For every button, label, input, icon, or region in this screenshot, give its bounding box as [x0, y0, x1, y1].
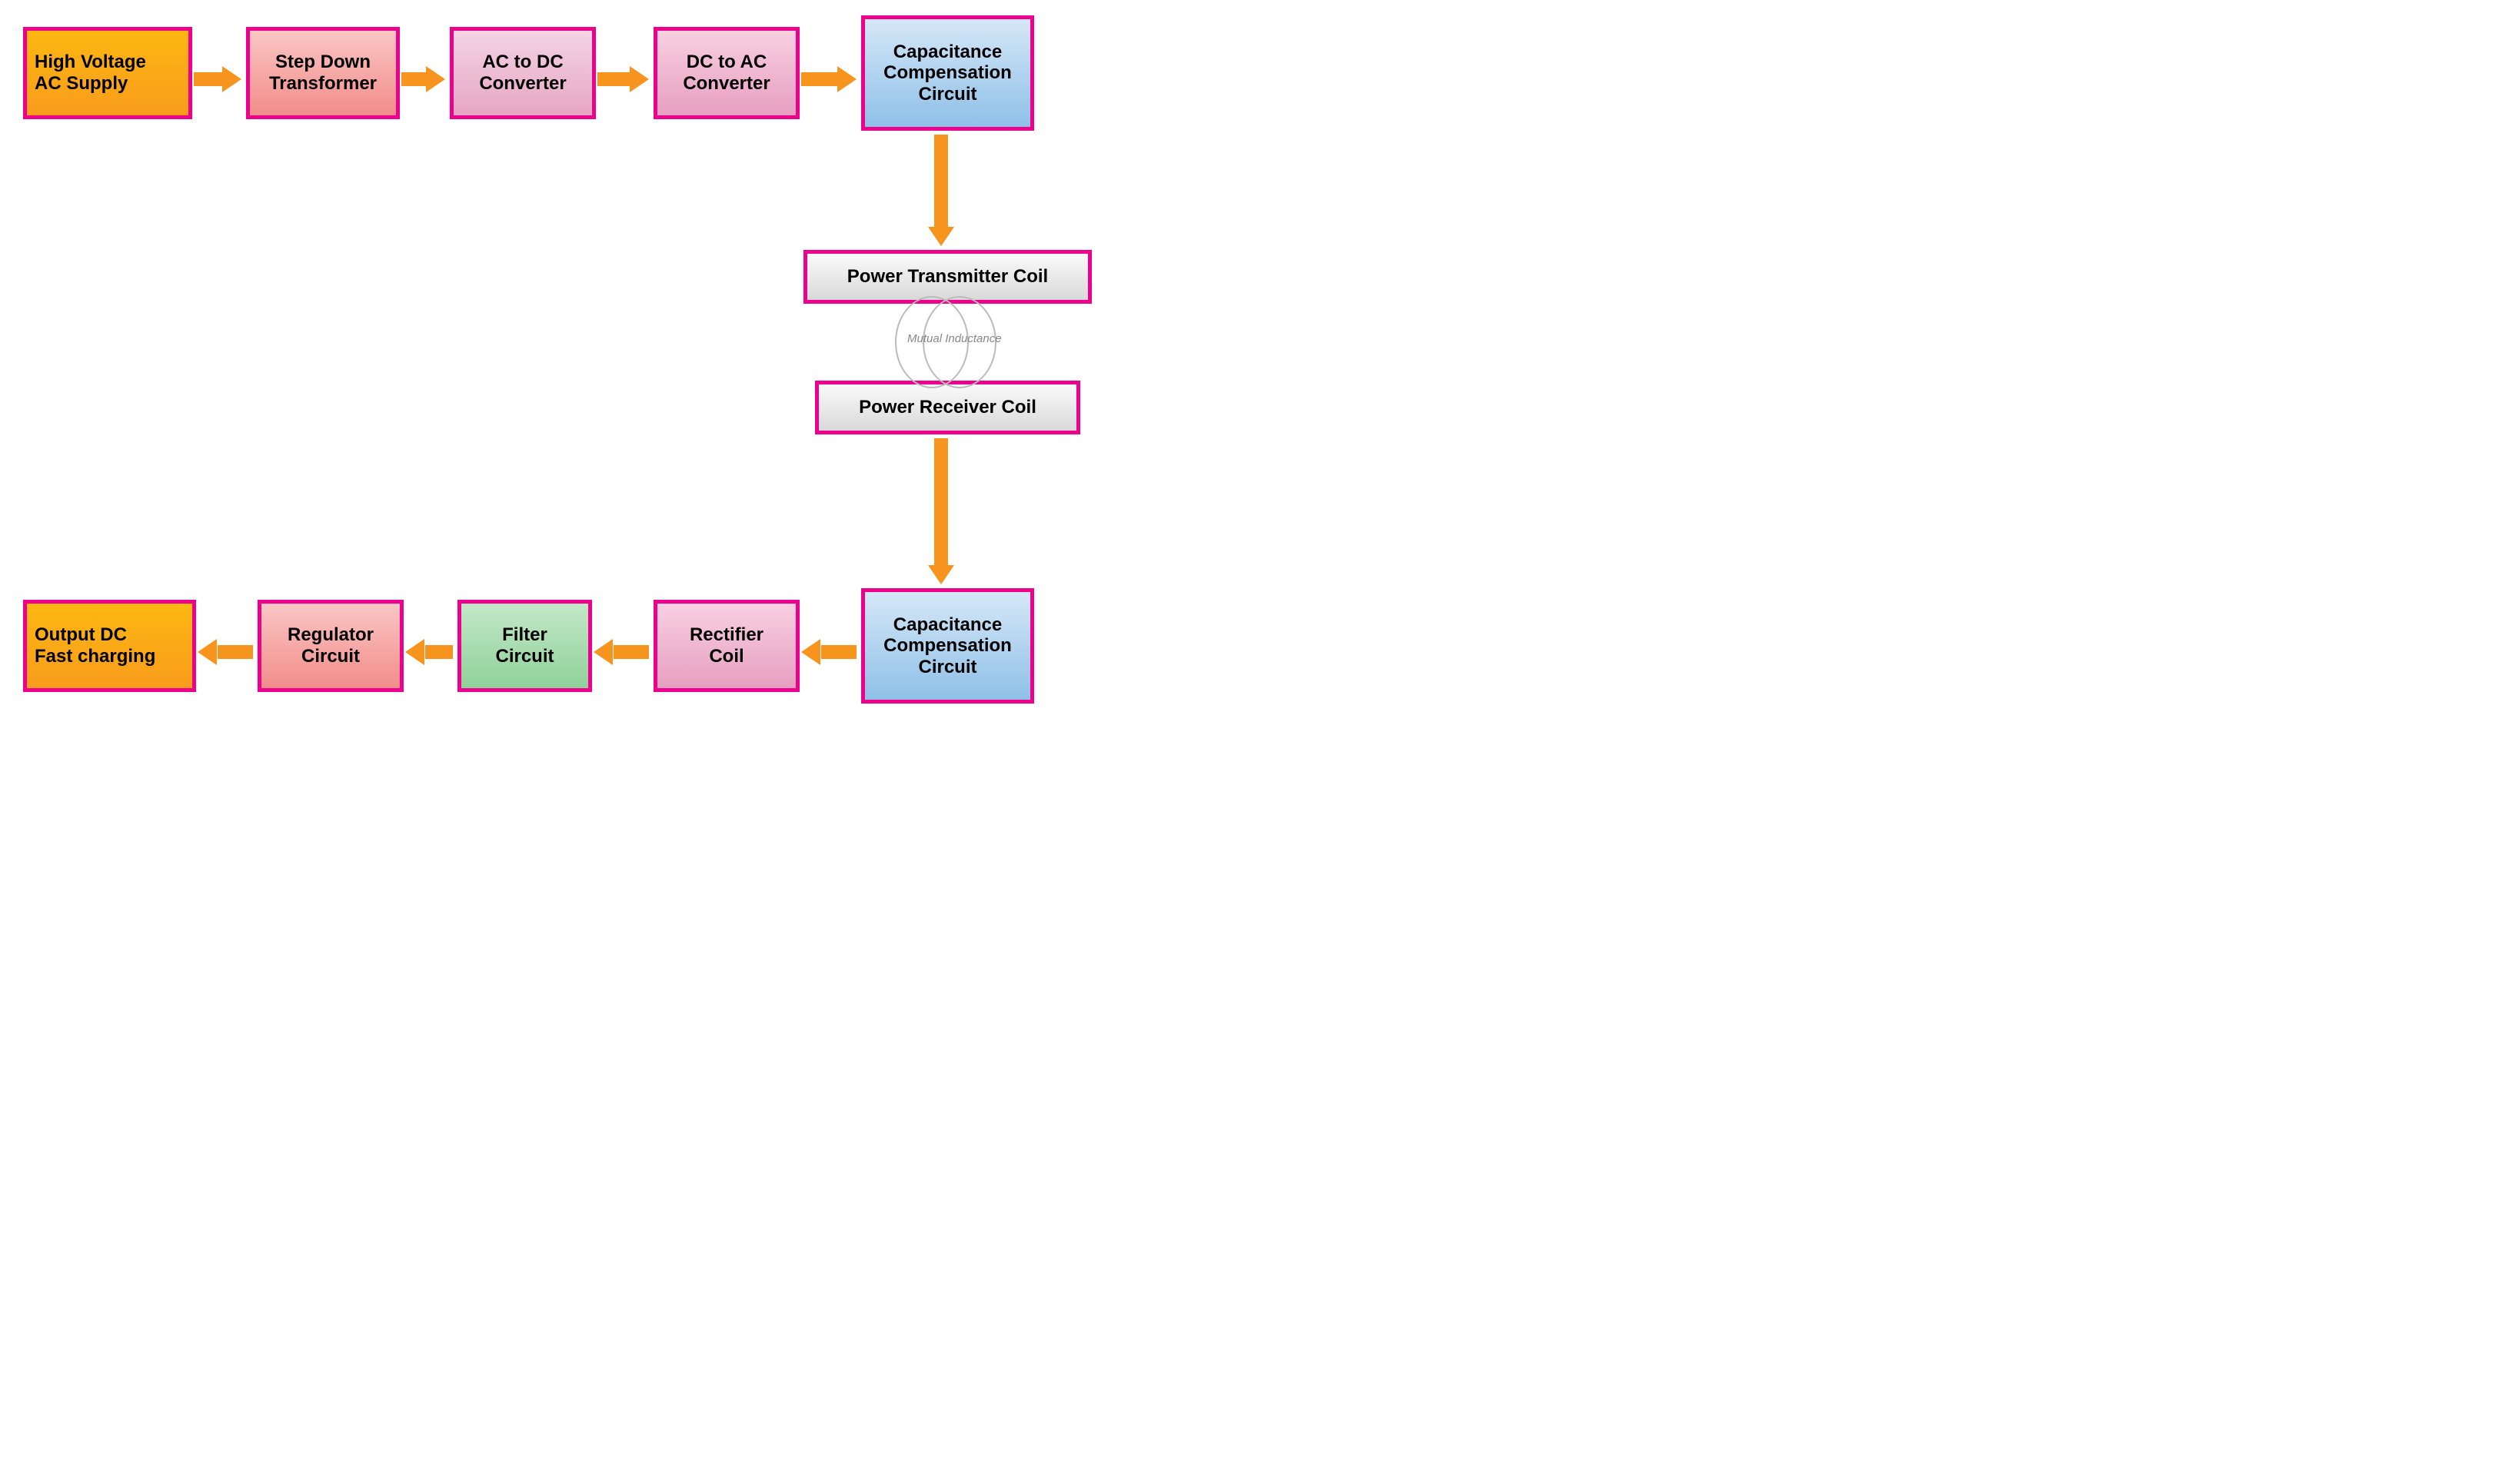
node-label: RegulatorCircuit [288, 624, 374, 667]
node-label: CapacitanceCompensationCircuit [883, 614, 1012, 678]
node-label: Power Transmitter Coil [847, 266, 1048, 288]
node-ac-dc: AC to DCConverter [450, 27, 596, 119]
node-rectifier: RectifierCoil [654, 600, 800, 692]
arrow-a4 [801, 66, 857, 92]
node-label: CapacitanceCompensationCircuit [883, 42, 1012, 105]
arrow-a8 [801, 639, 857, 665]
arrow-a3 [597, 66, 649, 92]
node-label: FilterCircuit [495, 624, 554, 667]
node-regulator: RegulatorCircuit [258, 600, 404, 692]
node-label: Step DownTransformer [269, 52, 377, 94]
node-filter: FilterCircuit [457, 600, 592, 692]
node-cap-comp-bot: CapacitanceCompensationCircuit [861, 588, 1034, 704]
node-rx-coil: Power Receiver Coil [815, 381, 1080, 434]
arrow-a1 [194, 66, 241, 92]
flowchart-canvas: High VoltageAC Supply Step DownTransforme… [0, 0, 1146, 738]
node-label: Output DCFast charging [35, 624, 155, 667]
node-hv-ac-supply: High VoltageAC Supply [23, 27, 192, 119]
node-label: AC to DCConverter [479, 52, 566, 94]
arrow-a2 [401, 66, 445, 92]
arrow-a11 [198, 639, 253, 665]
arrow-a9 [594, 639, 649, 665]
node-step-down: Step DownTransformer [246, 27, 400, 119]
node-cap-comp-top: CapacitanceCompensationCircuit [861, 15, 1034, 131]
node-dc-ac: DC to ACConverter [654, 27, 800, 119]
arrow-a5 [928, 135, 954, 246]
node-label: Power Receiver Coil [859, 397, 1036, 418]
mutual-inductance-label: Mutual Inductance [907, 332, 1002, 345]
node-label: High VoltageAC Supply [35, 52, 146, 94]
node-label: RectifierCoil [690, 624, 763, 667]
node-tx-coil: Power Transmitter Coil [803, 250, 1092, 304]
node-output-dc: Output DCFast charging [23, 600, 196, 692]
node-label: DC to ACConverter [683, 52, 770, 94]
arrow-a10 [405, 639, 453, 665]
arrow-a7 [928, 438, 954, 584]
